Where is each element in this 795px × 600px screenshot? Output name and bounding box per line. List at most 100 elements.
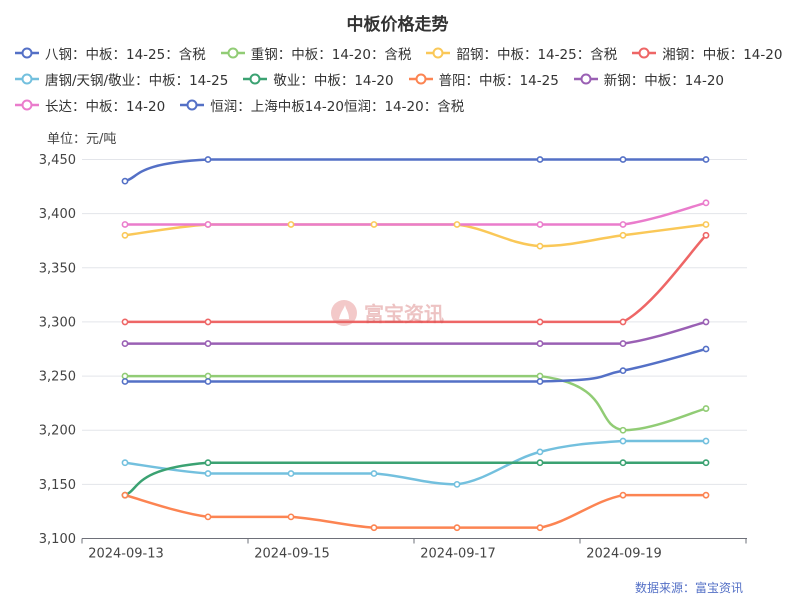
series-line[interactable] — [124, 461, 706, 497]
data-point[interactable] — [121, 378, 129, 385]
watermark-text: 富宝资讯 — [364, 302, 444, 326]
data-point[interactable] — [287, 221, 295, 228]
data-point[interactable] — [619, 318, 627, 326]
data-point[interactable] — [121, 340, 129, 347]
legend-item[interactable]: 湘钢：中板：14-20 — [631, 43, 782, 63]
data-point[interactable] — [702, 318, 710, 326]
data-point[interactable] — [619, 340, 627, 347]
data-point[interactable] — [204, 340, 212, 347]
legend-line-icon — [15, 47, 39, 59]
legend-item[interactable]: 八钢：中板：14-25：含税 — [14, 43, 206, 63]
data-point[interactable] — [536, 524, 544, 532]
data-point[interactable] — [121, 459, 129, 467]
data-point[interactable] — [536, 242, 544, 250]
legend-row: 八钢：中板：14-25：含税 重钢：中板：14-20：含税 韶钢：中板：14-25：… — [14, 40, 789, 66]
data-point[interactable] — [702, 405, 710, 412]
series-line[interactable] — [124, 439, 706, 486]
data-point[interactable] — [453, 524, 461, 532]
legend-line-icon — [180, 99, 205, 111]
watermark: 富宝资讯 — [330, 298, 444, 327]
x-tick-label: 2024-09-13 — [88, 547, 164, 562]
data-point[interactable] — [702, 156, 710, 163]
legend-item[interactable]: 韶钢：中板：14-25：含税 — [425, 43, 617, 63]
data-point[interactable] — [121, 491, 129, 499]
data-point[interactable] — [204, 378, 212, 385]
series-line[interactable] — [125, 320, 707, 345]
data-point[interactable] — [536, 459, 544, 467]
data-point[interactable] — [287, 513, 295, 521]
data-point[interactable] — [121, 231, 129, 239]
legend-line-icon — [573, 73, 598, 85]
data-point[interactable] — [121, 221, 129, 228]
data-point[interactable] — [536, 448, 544, 456]
legend-item[interactable]: 重钢：中板：14-20：含税 — [220, 43, 412, 63]
legend-line-icon — [15, 73, 39, 85]
data-point[interactable] — [536, 221, 544, 228]
legend-label: 恒润：上海中板14-20恒润：14-20：含税 — [210, 99, 465, 115]
data-point[interactable] — [204, 318, 212, 326]
legend-item[interactable]: 普阳：中板：14-25 — [408, 69, 559, 89]
y-tick-label: 3,350 — [39, 261, 76, 276]
legend-label: 新钢：中板：14-20 — [603, 73, 725, 89]
legend-line-icon — [220, 47, 245, 59]
data-point[interactable] — [204, 221, 212, 228]
axis-layer: 3,100 3,150 3,200 3,250 3,300 3,350 3,400 3,450… — [39, 153, 747, 562]
y-tick-label: 3,450 — [39, 153, 76, 168]
data-point[interactable] — [121, 318, 129, 326]
data-point[interactable] — [702, 345, 710, 353]
data-point[interactable] — [619, 426, 627, 434]
data-point[interactable] — [619, 367, 627, 375]
data-point[interactable] — [619, 221, 627, 228]
data-point[interactable] — [536, 372, 544, 380]
data-point[interactable] — [702, 459, 710, 467]
y-tick-label: 3,200 — [39, 424, 76, 439]
data-point[interactable] — [619, 437, 627, 445]
data-point[interactable] — [287, 470, 295, 477]
data-point[interactable] — [121, 372, 129, 380]
data-point[interactable] — [121, 177, 129, 185]
series-line[interactable] — [125, 234, 707, 324]
data-point[interactable] — [702, 231, 710, 239]
watermark-logo-icon — [331, 299, 357, 326]
series-line[interactable] — [125, 201, 707, 226]
legend-label: 八钢：中板：14-25：含税 — [45, 47, 206, 63]
series-line[interactable] — [124, 493, 706, 529]
data-point[interactable] — [370, 221, 378, 228]
series-line[interactable] — [125, 347, 707, 383]
data-point[interactable] — [453, 480, 461, 488]
unit-label: 单位：元/吨 — [47, 132, 117, 147]
data-point[interactable] — [204, 372, 212, 380]
data-point[interactable] — [619, 459, 627, 467]
data-point[interactable] — [702, 199, 710, 207]
legend-item[interactable]: 敬业：中板：14-20 — [242, 69, 394, 89]
data-point[interactable] — [702, 221, 710, 228]
legend-item[interactable]: 恒润：上海中板14-20恒润：14-20：含税 — [179, 95, 464, 115]
data-point[interactable] — [536, 340, 544, 347]
data-point[interactable] — [370, 524, 378, 532]
legend-item[interactable]: 唐钢/天钢/敬业：中板：14-25 — [14, 69, 228, 89]
data-point[interactable] — [204, 470, 212, 477]
data-point[interactable] — [204, 459, 212, 467]
data-point[interactable] — [370, 470, 378, 477]
y-tick-label: 3,300 — [39, 315, 76, 330]
data-point[interactable] — [619, 491, 627, 499]
data-point[interactable] — [702, 491, 710, 499]
series-line[interactable] — [124, 223, 707, 248]
data-point[interactable] — [619, 231, 627, 239]
data-point[interactable] — [702, 437, 710, 445]
legend-row: 长达：中板：14-20 恒润：上海中板14-20恒润：14-20：含税 — [14, 92, 789, 118]
legend-item[interactable]: 长达：中板：14-20 — [14, 95, 165, 115]
data-point[interactable] — [204, 156, 212, 163]
data-point[interactable] — [536, 378, 544, 385]
data-point[interactable] — [536, 318, 544, 326]
series-line[interactable] — [124, 158, 706, 183]
data-point[interactable] — [619, 156, 627, 163]
legend-item[interactable]: 新钢：中板：14-20 — [573, 69, 724, 89]
data-point[interactable] — [204, 513, 212, 521]
data-point[interactable] — [536, 156, 544, 163]
legend-line-icon — [632, 47, 657, 59]
data-point[interactable] — [453, 221, 461, 228]
legend-label: 重钢：中板：14-20：含税 — [250, 47, 412, 63]
series-line[interactable] — [125, 374, 707, 432]
